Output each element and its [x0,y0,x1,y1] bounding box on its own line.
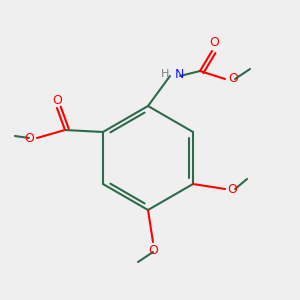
Text: H: H [161,69,169,79]
Text: O: O [24,133,34,146]
Text: O: O [209,37,219,50]
Text: N: N [175,68,184,80]
Text: O: O [148,244,158,257]
Text: O: O [228,73,238,85]
Text: O: O [227,182,237,196]
Text: O: O [52,94,62,106]
